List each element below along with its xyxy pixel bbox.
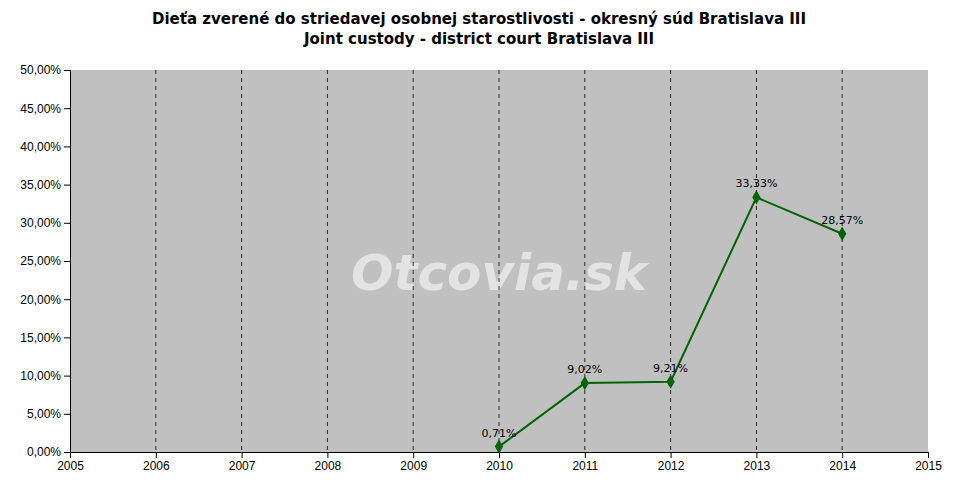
y-tick-mark	[64, 452, 70, 453]
watermark: Otcovia.sk	[351, 244, 650, 302]
data-labels: 0,71% 9,02% 9,21% 33,33% 28,57%	[482, 177, 864, 439]
y-tick: 0,00%	[27, 445, 70, 459]
vline	[499, 70, 500, 452]
x-tick-mark	[413, 452, 414, 458]
x-tick: 2014	[829, 452, 856, 473]
vline	[413, 70, 414, 452]
x-axis-line	[71, 453, 929, 459]
y-tick-label: 40,00%	[20, 140, 61, 154]
vline	[842, 70, 843, 452]
vline	[155, 70, 156, 452]
x-tick: 2007	[229, 452, 256, 473]
x-tick: 2010	[486, 452, 513, 473]
y-tick-label: 5,00%	[27, 407, 61, 421]
x-tick-mark	[671, 452, 672, 458]
x-tick: 2008	[315, 452, 342, 473]
data-label: 28,57%	[821, 214, 863, 227]
x-tick-label: 2013	[744, 459, 771, 473]
vline	[670, 70, 671, 452]
marker	[666, 374, 674, 388]
marker	[838, 227, 846, 241]
x-tick: 2013	[744, 452, 771, 473]
y-axis-line	[64, 71, 71, 453]
x-tick-mark	[499, 452, 500, 458]
x-tick-mark	[327, 452, 328, 458]
y-tick-mark	[64, 70, 70, 71]
x-tick: 2012	[658, 452, 685, 473]
y-tick-label: 15,00%	[20, 331, 61, 345]
x-tick-mark	[928, 452, 929, 458]
x-tick-mark	[756, 452, 757, 458]
y-tick-label: 25,00%	[20, 254, 61, 268]
x-tick-mark	[842, 452, 843, 458]
y-tick-mark	[64, 376, 70, 377]
y-tick-mark	[64, 414, 70, 415]
x-tick-mark	[585, 452, 586, 458]
y-tick-mark	[64, 108, 70, 109]
y-tick-label: 50,00%	[20, 63, 61, 77]
marker	[495, 439, 503, 452]
y-tick-mark	[64, 185, 70, 186]
y-tick-label: 30,00%	[20, 216, 61, 230]
title: Dieťa zverené do striedavej osobnej star…	[152, 10, 806, 28]
x-tick: 2015	[915, 452, 942, 473]
line	[499, 197, 842, 446]
y-tick-label: 10,00%	[20, 369, 61, 383]
y-tick: 45,00%	[20, 102, 70, 116]
x-tick-mark	[156, 452, 157, 458]
marker	[581, 376, 589, 390]
y-tick-mark	[64, 299, 70, 300]
y-tick: 30,00%	[20, 216, 70, 230]
y-tick: 20,00%	[20, 293, 70, 307]
marker	[752, 190, 760, 204]
x-axis: 2005 2006 2007 2008 2009 2010 2011 2012 2013 2014…	[57, 452, 942, 473]
x-tick: 2005	[57, 452, 84, 473]
data-label: 33,33%	[735, 177, 777, 190]
y-tick: 10,00%	[20, 369, 70, 383]
x-tick-label: 2009	[400, 459, 427, 473]
y-tick: 15,00%	[20, 331, 70, 345]
vline	[756, 70, 757, 452]
vline	[241, 70, 242, 452]
data	[156, 70, 847, 452]
subtitle: Joint custody - district court Bratislav…	[303, 30, 654, 48]
x-tick-label: 2007	[229, 459, 256, 473]
y-tick: 25,00%	[20, 254, 70, 268]
y-tick-mark	[64, 223, 70, 224]
x-tick-mark	[242, 452, 243, 458]
y-tick-label: 20,00%	[20, 293, 61, 307]
x-tick-label: 2014	[829, 459, 856, 473]
y-tick: 5,00%	[27, 407, 70, 421]
x-tick: 2009	[400, 452, 427, 473]
x-tick: 2006	[143, 452, 170, 473]
y-axis: 0,00% 5,00% 10,00% 15,00% 20,00% 25,00% 30,00%…	[20, 63, 70, 459]
data-label: 0,71%	[482, 427, 517, 440]
x-tick: 2011	[572, 452, 598, 473]
markers	[495, 190, 847, 452]
plot: Otcovia.sk200520062007200820092010201120…	[20, 63, 942, 472]
y-tick: 35,00%	[20, 178, 70, 192]
y-tick-label: 0,00%	[27, 445, 61, 459]
y-tick: 50,00%	[20, 63, 70, 77]
y-tick-mark	[64, 337, 70, 338]
vline	[584, 70, 585, 452]
y-tick-mark	[64, 261, 70, 262]
x-tick-label: 2008	[315, 459, 342, 473]
y-tick-label: 45,00%	[20, 102, 61, 116]
data-label: 9,02%	[567, 363, 602, 376]
plot-background	[70, 70, 928, 452]
x-tick-label: 2012	[658, 459, 685, 473]
x-tick-label: 2011	[572, 459, 598, 473]
vlines	[156, 70, 842, 452]
x-tick-label: 2010	[486, 459, 513, 473]
y-tick-label: 35,00%	[20, 178, 61, 192]
y-tick: 40,00%	[20, 140, 70, 154]
x-tick-label: 2015	[915, 459, 942, 473]
data-label: 9,21%	[653, 362, 688, 375]
chart: Dieťa zverené do striedavej osobnej star…	[0, 0, 958, 492]
x-tick-label: 2006	[143, 459, 170, 473]
vline	[327, 70, 328, 452]
y-tick-mark	[64, 146, 70, 147]
x-tick-label: 2005	[57, 459, 84, 473]
